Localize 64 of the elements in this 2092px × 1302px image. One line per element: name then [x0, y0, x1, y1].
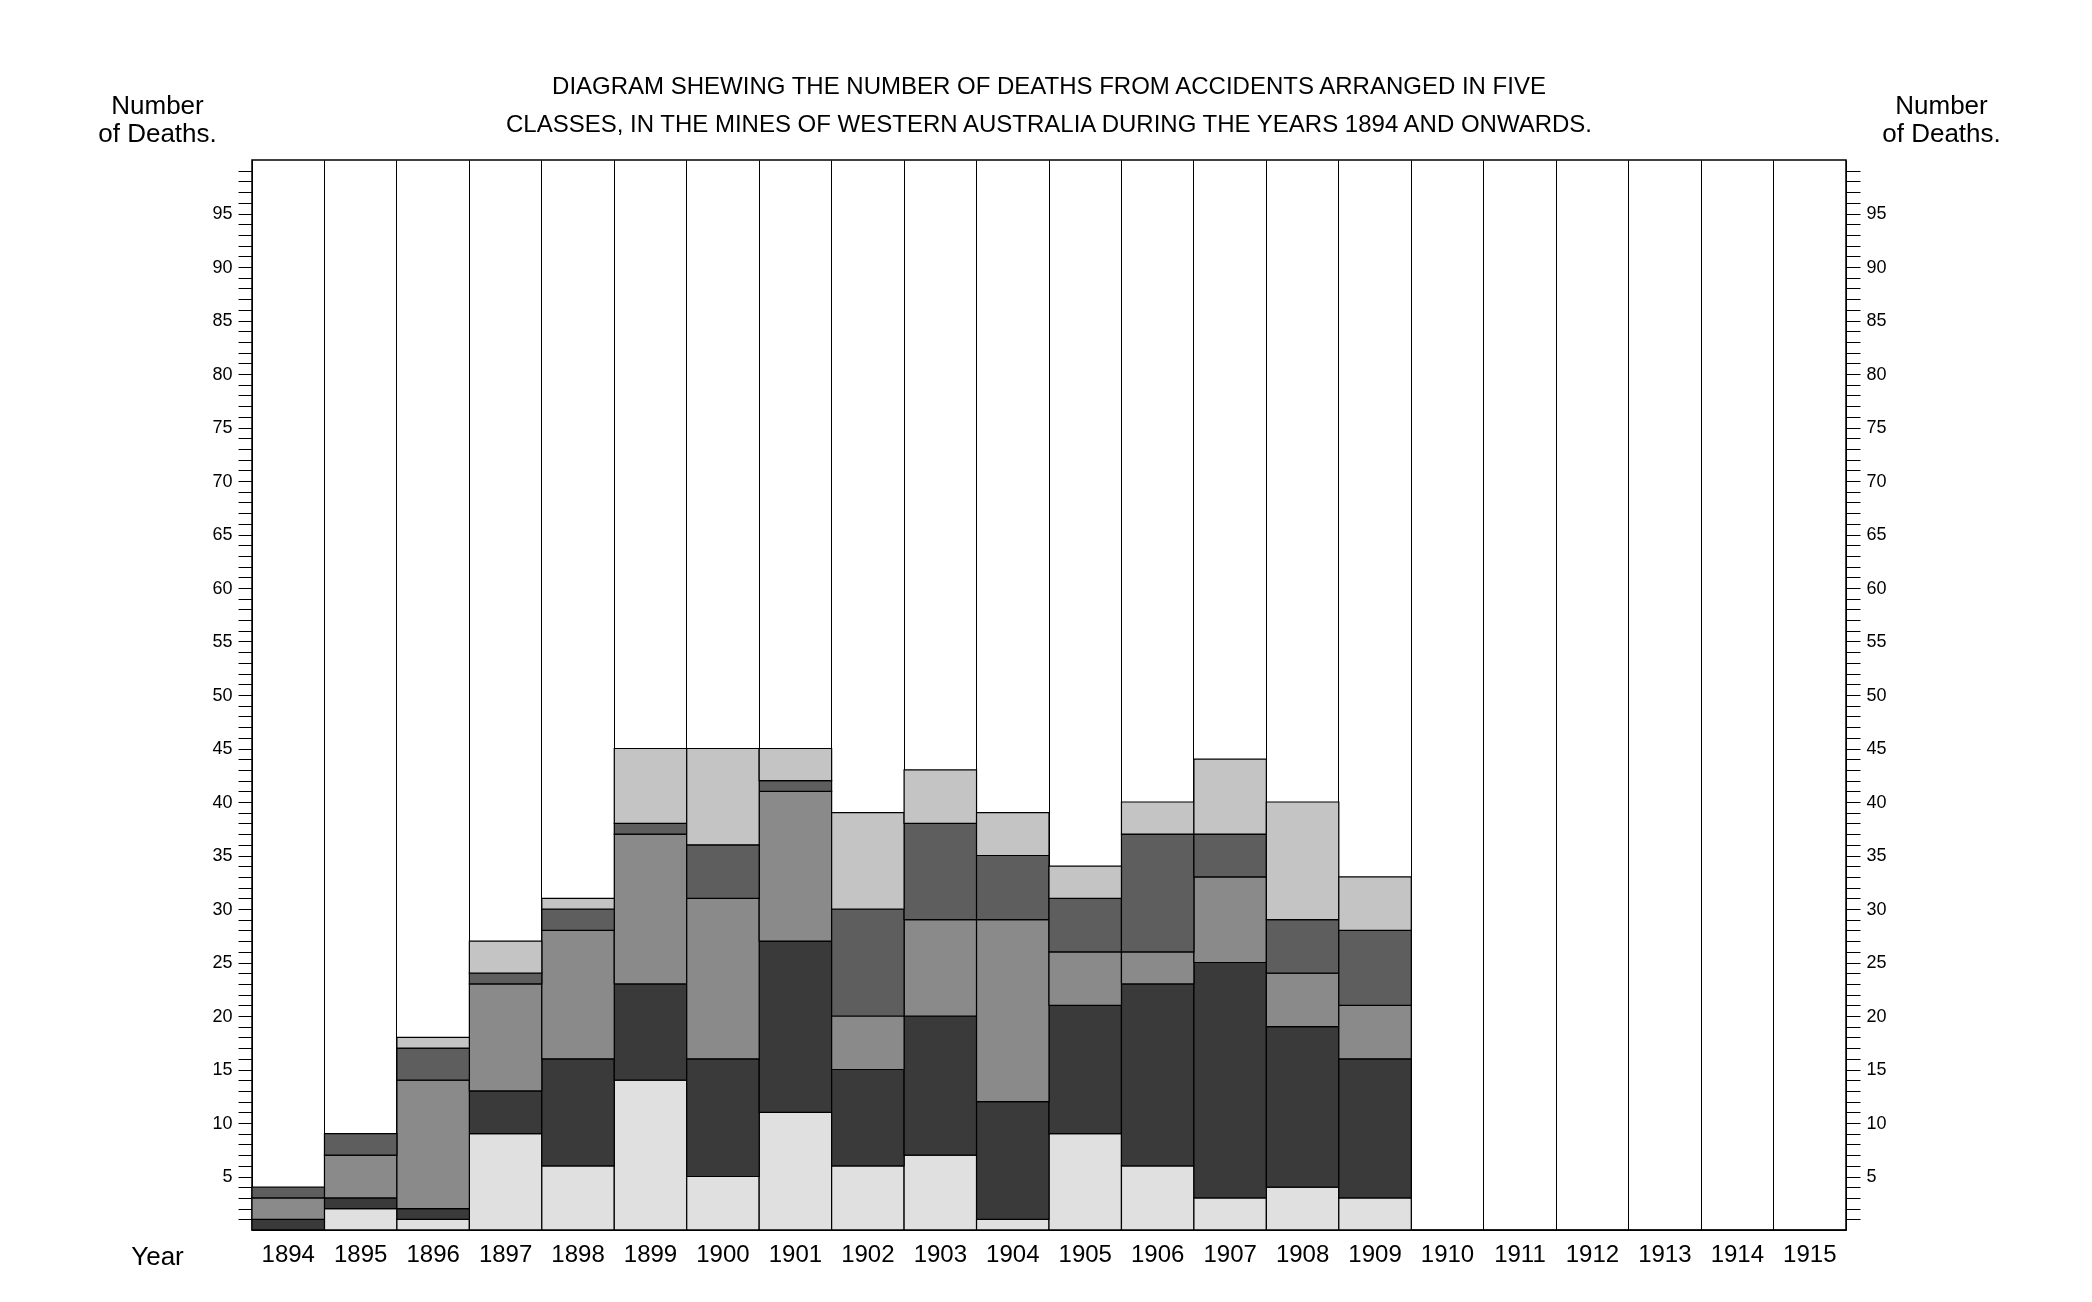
- y2-tick-label: 15: [1866, 1059, 1887, 1079]
- x-tick-label: 1902: [841, 1239, 895, 1267]
- x-tick-label: 1910: [1420, 1239, 1475, 1267]
- y-tick-label: 65: [212, 524, 233, 544]
- x-tick-label: 1904: [986, 1239, 1040, 1267]
- y-axis-title: Number of Deaths.: [98, 89, 217, 148]
- y-tick-label: 5: [222, 1166, 233, 1186]
- y-tick-label: 20: [212, 1005, 233, 1026]
- y-tick-label: 70: [212, 470, 233, 491]
- x-tick-label: 1901: [768, 1239, 823, 1267]
- x-tick-label: 1894: [261, 1239, 315, 1267]
- y2-tick-label: 95: [1866, 203, 1887, 223]
- y2-tick-label: 90: [1866, 256, 1887, 277]
- x-tick-label: 1913: [1638, 1239, 1692, 1267]
- y2-tick-label: 50: [1866, 684, 1887, 705]
- y-tick-label: 60: [212, 577, 233, 598]
- x-tick-label: 1896: [406, 1239, 460, 1267]
- x-axis-title: Year: [131, 1240, 185, 1271]
- y-tick-label: 85: [212, 310, 233, 330]
- chart-title: DIAGRAM SHEWING THE NUMBER OF DEATHS FROM ACCIDENTS ARRANGED IN FIVE CLASSES, IN THE MINES OF WESTERN AUSTRALIA DURING THE YEARS 1894 AND ONWARDS.: [505, 72, 1593, 137]
- y2-tick-label: 70: [1866, 470, 1887, 491]
- y-tick-label: 50: [212, 684, 233, 705]
- x-tick-label: 1899: [623, 1239, 678, 1267]
- y2-tick-label: 75: [1866, 417, 1887, 437]
- y2-tick-label: 10: [1866, 1112, 1887, 1133]
- y2-tick-label: 30: [1866, 898, 1887, 919]
- y-tick-label: 15: [212, 1059, 233, 1079]
- y2-tick-label: 65: [1866, 524, 1887, 544]
- y-tick-label: 80: [212, 363, 233, 384]
- x-tick-label: 1908: [1275, 1239, 1330, 1267]
- y2-tick-label: 80: [1866, 363, 1887, 384]
- x-tick-label: 1898: [551, 1239, 605, 1267]
- y2-tick-label: 45: [1866, 738, 1887, 758]
- y-tick-label: 40: [212, 791, 233, 812]
- x-tick-label: 1905: [1058, 1239, 1112, 1267]
- y-tick-label: 30: [212, 898, 233, 919]
- y2-tick-label: 35: [1866, 845, 1887, 865]
- y2-tick-label: 20: [1866, 1005, 1887, 1026]
- x-tick-label: 1907: [1203, 1239, 1257, 1267]
- y-tick-label: 95: [212, 203, 233, 223]
- y-tick-label: 35: [212, 845, 233, 865]
- y2-tick-label: 55: [1866, 631, 1887, 651]
- x-tick-label: 1906: [1130, 1239, 1185, 1267]
- y2-axis-title: Number of Deaths.: [1882, 89, 2001, 148]
- x-tick-label: 1909: [1348, 1239, 1402, 1267]
- y2-tick-label: 40: [1866, 791, 1887, 812]
- x-tick-label: 1895: [333, 1239, 388, 1267]
- x-tick-label: 1900: [696, 1239, 750, 1267]
- x-tick-label: 1911: [1494, 1239, 1546, 1267]
- x-tick-label: 1897: [478, 1239, 533, 1267]
- y2-tick-label: 5: [1866, 1166, 1877, 1186]
- x-tick-label: 1912: [1565, 1239, 1620, 1267]
- y-tick-label: 55: [212, 631, 233, 651]
- y-tick-label: 25: [212, 952, 233, 972]
- y-tick-label: 75: [212, 417, 233, 437]
- y2-tick-label: 85: [1866, 310, 1887, 330]
- x-tick-label: 1903: [913, 1239, 968, 1267]
- x-tick-label: 1915: [1783, 1239, 1837, 1267]
- x-tick-label: 1914: [1710, 1239, 1765, 1267]
- y2-tick-label: 25: [1866, 952, 1887, 972]
- y-tick-label: 10: [212, 1112, 233, 1133]
- y2-tick-label: 60: [1866, 577, 1887, 598]
- y-tick-label: 90: [212, 256, 233, 277]
- y-tick-label: 45: [212, 738, 233, 758]
